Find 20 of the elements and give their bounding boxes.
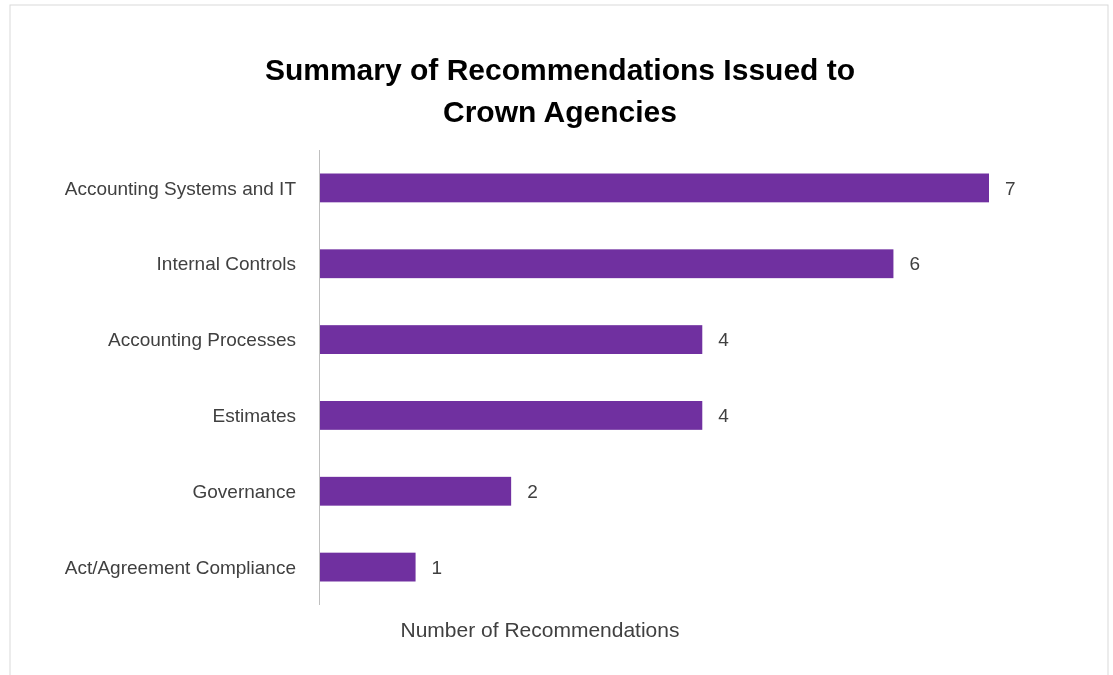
data-label: 7: [1005, 177, 1016, 199]
chart-title: Summary of Recommendations Issued to Crown Agencies: [264, 53, 856, 128]
bar: [320, 552, 416, 582]
bar: [320, 476, 512, 506]
x-axis-title: Number of Recommendations: [400, 618, 680, 641]
data-label: 2: [527, 480, 538, 502]
bar: [320, 249, 894, 279]
data-label: 6: [909, 253, 921, 275]
data-label: 4: [718, 405, 730, 427]
y-tick-label: Governance: [192, 480, 296, 502]
bar: [320, 325, 703, 354]
y-tick-label: Accounting Systems and IT: [64, 177, 297, 199]
y-tick-label: Act/Agreement Compliance: [64, 556, 296, 578]
y-tick-label: Estimates: [212, 405, 296, 427]
y-tick-label: Accounting Processes: [108, 329, 296, 351]
data-label: 1: [431, 556, 443, 578]
data-label: 4: [718, 329, 730, 351]
y-tick-label: Internal Controls: [156, 253, 296, 275]
bar: [320, 173, 989, 203]
bar: [320, 401, 703, 430]
